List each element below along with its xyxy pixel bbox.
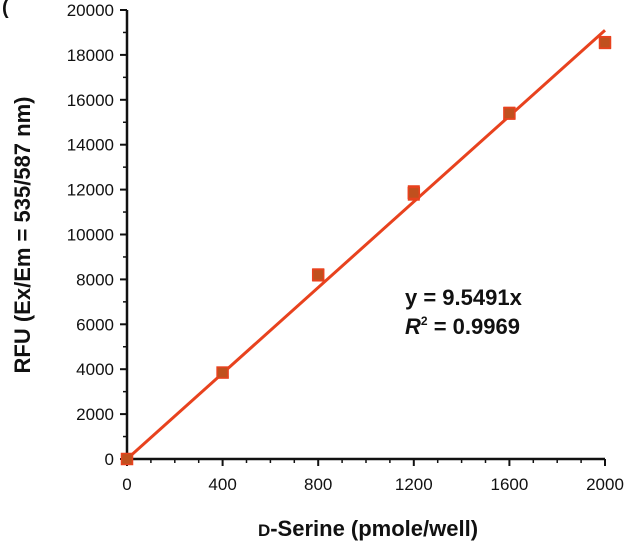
data-point <box>407 186 421 200</box>
x-axis-ticks: 0 400 800 1200 1600 2000 <box>122 459 624 494</box>
data-point <box>311 268 325 282</box>
fit-equation: y = 9.5491x <box>405 285 523 310</box>
x-axis-title-prefix: D <box>258 521 270 540</box>
y-tick-label: 12000 <box>67 181 114 200</box>
y-tick-label: 10000 <box>67 226 114 245</box>
y-tick-label: 20000 <box>67 1 114 20</box>
y-tick-label: 8000 <box>76 270 114 289</box>
r-squared-superscript: 2 <box>421 314 428 328</box>
x-axis-title-rest: -Serine (pmole/well) <box>270 516 478 541</box>
panel-label: ( <box>2 0 9 19</box>
x-tick-label: 2000 <box>586 475 624 494</box>
data-point <box>598 36 612 49</box>
y-tick-label: 0 <box>105 450 114 469</box>
x-tick-label: 1600 <box>490 475 528 494</box>
x-axis-title: D-Serine (pmole/well) <box>258 516 478 541</box>
y-tick-label: 16000 <box>67 91 114 110</box>
y-tick-label: 2000 <box>76 405 114 424</box>
y-axis-ticks: 0 2000 4000 6000 8000 10000 12000 14000 16000 180… <box>67 1 127 469</box>
y-tick-label: 14000 <box>67 136 114 155</box>
data-point <box>120 452 134 466</box>
y-tick-label: 4000 <box>76 360 114 379</box>
r-squared-symbol: R <box>405 314 421 339</box>
x-tick-label: 400 <box>208 475 236 494</box>
data-points <box>120 35 612 466</box>
x-tick-label: 0 <box>122 475 131 494</box>
y-tick-label: 18000 <box>67 46 114 65</box>
data-point <box>216 366 229 379</box>
r-squared-value: = 0.9969 <box>428 314 520 339</box>
y-tick-label: 6000 <box>76 315 114 334</box>
x-tick-label: 1200 <box>395 475 433 494</box>
regression-line <box>125 29 607 461</box>
data-point <box>503 107 516 120</box>
r-squared: R2 = 0.9969 <box>405 314 520 339</box>
y-axis-title: RFU (Ex/Em = 535/587 nm) <box>10 97 35 374</box>
x-tick-label: 800 <box>304 475 332 494</box>
